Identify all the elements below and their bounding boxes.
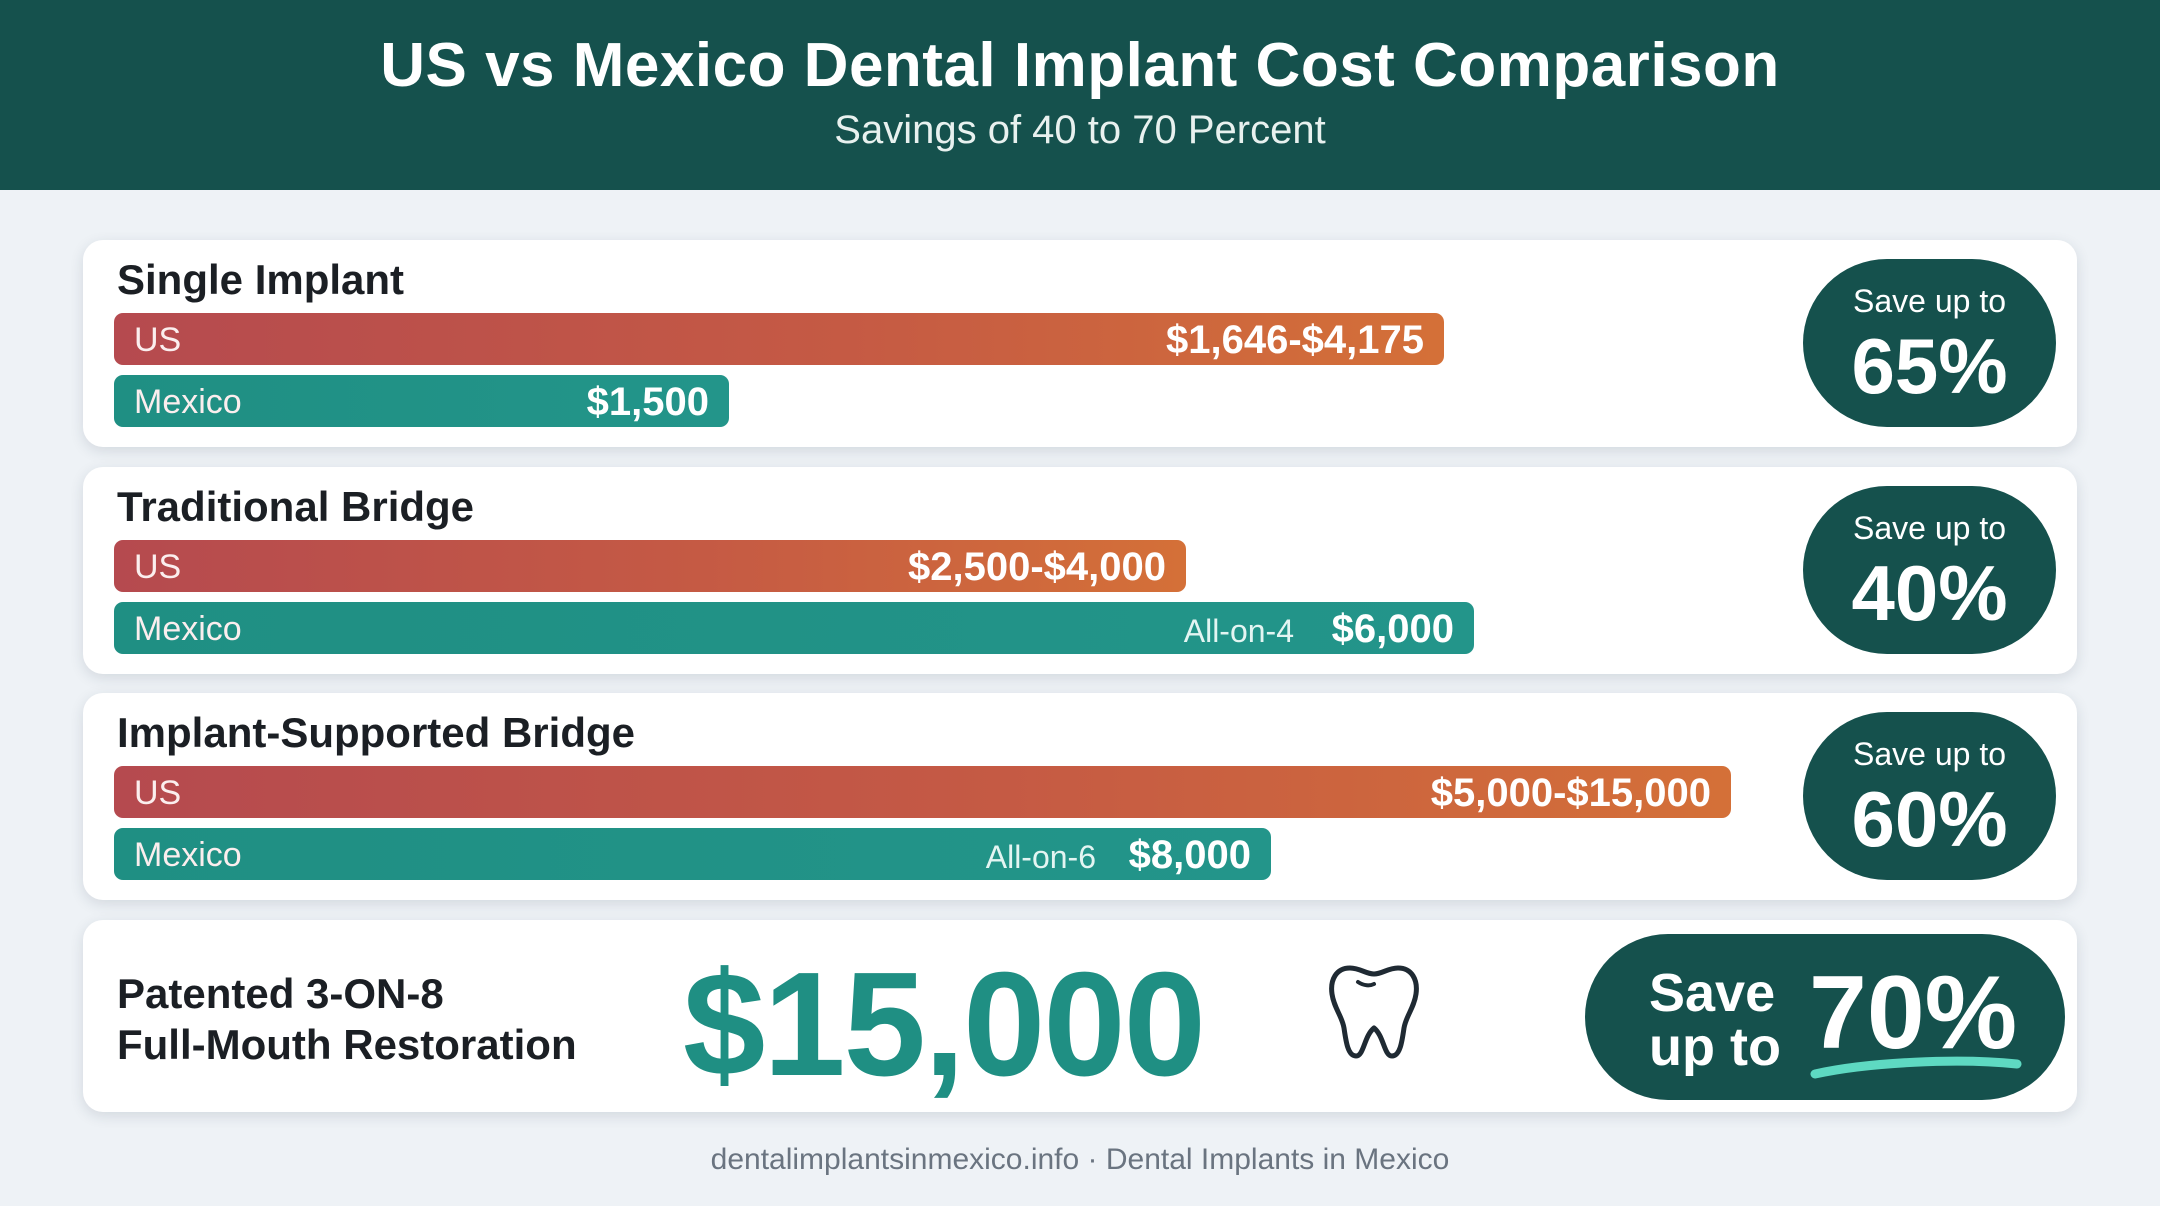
us-bar-value: $2,500-$4,000 — [907, 545, 1166, 589]
mx-bar-label: Mexico — [134, 836, 242, 874]
header-banner: US vs Mexico Dental Implant Cost Compari… — [0, 0, 2160, 190]
savings-badge: Save up to 40% — [1803, 486, 2056, 654]
highlight-label-line1: Patented 3-ON-8 — [117, 970, 444, 1017]
us-bar-label: US — [134, 548, 182, 586]
us-bar-label: US — [134, 774, 182, 812]
us-bar: US $5,000-$15,000 — [114, 766, 1731, 818]
savings-badge-percent: 65% — [1851, 322, 2008, 410]
savings-badge-percent: 40% — [1851, 549, 2008, 637]
mx-bar-label: Mexico — [134, 383, 242, 421]
mx-bar-value: $1,500 — [586, 380, 709, 424]
savings-badge: Save up to 60% — [1803, 712, 2056, 880]
mx-bar: Mexico $8,000 All-on-6 — [114, 828, 1271, 880]
comparison-card: Traditional Bridge US $2,500-$4,000 Mexico $… — [83, 467, 2077, 674]
highlight-save-line2: up to — [1649, 1017, 1781, 1077]
mx-bar: Mexico $1,500 — [114, 375, 729, 427]
us-bar: US $2,500-$4,000 — [114, 540, 1186, 592]
highlight-save-text: Save up to — [1649, 966, 1781, 1074]
tooth-icon — [1329, 965, 1419, 1059]
highlight-savings-badge: Save up to 70% — [1585, 934, 2065, 1100]
card-title: Single Implant — [117, 256, 405, 303]
us-bar-label: US — [134, 321, 182, 359]
comparison-card: Implant-Supported Bridge US $5,000-$15,000… — [83, 693, 2077, 900]
highlight-save-line1: Save — [1649, 963, 1776, 1023]
comparison-card: Single Implant US $1,646-$4,175 Mexico $1,50… — [83, 240, 2077, 447]
card-title: Implant-Supported Bridge — [117, 709, 635, 756]
mx-bar-label: Mexico — [134, 610, 242, 648]
mx-bar-value: $8,000 — [1128, 833, 1251, 877]
mx-bar-note: All-on-6 — [985, 839, 1096, 875]
page-subtitle: Savings of 40 to 70 Percent — [834, 108, 1326, 152]
us-bar-value: $1,646-$4,175 — [1165, 318, 1424, 362]
highlight-price: $15,000 — [683, 942, 1206, 1107]
highlight-label-line2: Full-Mouth Restoration — [117, 1021, 577, 1068]
page-title: US vs Mexico Dental Implant Cost Compari… — [380, 31, 1780, 100]
savings-badge-percent: 60% — [1851, 775, 2008, 863]
savings-badge-caption: Save up to — [1853, 736, 2006, 772]
savings-badge-caption: Save up to — [1853, 510, 2006, 546]
us-bar-value: $5,000-$15,000 — [1430, 771, 1711, 815]
highlight-save-percent: 70% — [1809, 955, 2018, 1071]
savings-badge: Save up to 65% — [1803, 259, 2056, 427]
mx-bar-value: $6,000 — [1331, 607, 1454, 651]
mx-bar-note: All-on-4 — [1183, 613, 1294, 649]
mx-bar: Mexico $6,000 All-on-4 — [114, 602, 1474, 654]
savings-badge-caption: Save up to — [1853, 283, 2006, 319]
footer-credit: dentalimplantsinmexico.info · Dental Imp… — [710, 1143, 1450, 1176]
highlight-card: Patented 3-ON-8 Full-Mouth Restoration $… — [83, 920, 2077, 1112]
underline-swoosh — [1810, 1056, 2022, 1079]
card-title: Traditional Bridge — [117, 483, 475, 530]
us-bar: US $1,646-$4,175 — [114, 313, 1444, 365]
highlight-label: Patented 3-ON-8 Full-Mouth Restoration — [117, 968, 577, 1070]
